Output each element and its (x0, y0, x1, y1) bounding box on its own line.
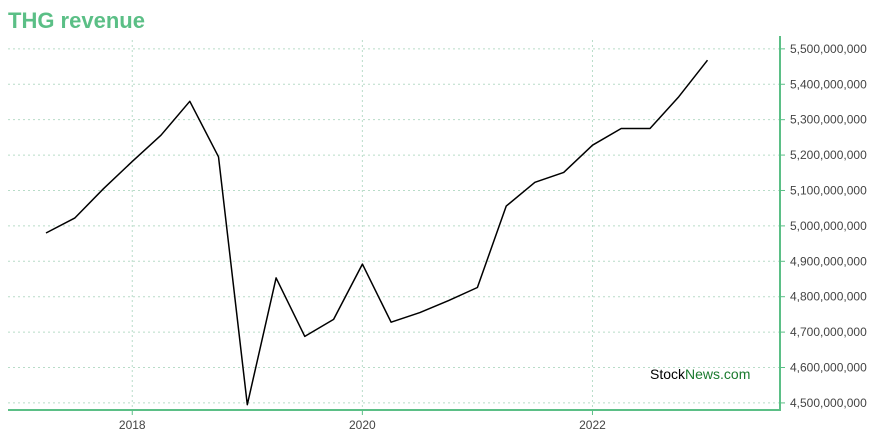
chart-title: THG revenue (8, 8, 145, 33)
y-tick-label: 5,400,000,000 (790, 77, 867, 91)
y-tick-label: 5,500,000,000 (790, 42, 867, 56)
y-tick-label: 4,900,000,000 (790, 254, 867, 268)
y-axis-ticks: 4,500,000,000 4,600,000,000 4,700,000,000 4… (780, 42, 867, 410)
y-tick-label: 4,700,000,000 (790, 325, 867, 339)
y-tick-label: 5,100,000,000 (790, 183, 867, 197)
y-tick-label: 5,000,000,000 (790, 219, 867, 233)
watermark-stock: Stock (650, 366, 686, 382)
revenue-line (45, 59, 709, 406)
watermark-news: News (685, 366, 720, 382)
y-tick-label: 4,500,000,000 (790, 396, 867, 410)
y-tick-label: 4,600,000,000 (790, 361, 867, 375)
x-tick-label: 2022 (579, 418, 606, 432)
y-tick-label: 5,300,000,000 (790, 113, 867, 127)
stocknews-watermark: StockNews.com (650, 366, 750, 382)
x-tick-label: 2018 (119, 418, 146, 432)
y-tick-label: 5,200,000,000 (790, 148, 867, 162)
chart-grid (8, 40, 780, 410)
y-tick-label: 4,800,000,000 (790, 290, 867, 304)
x-tick-label: 2020 (349, 418, 376, 432)
watermark-dotcom: .com (720, 366, 750, 382)
chart-series (45, 59, 709, 406)
x-axis-ticks: 2018 2020 2022 (119, 410, 606, 432)
chart-axes (8, 36, 781, 411)
